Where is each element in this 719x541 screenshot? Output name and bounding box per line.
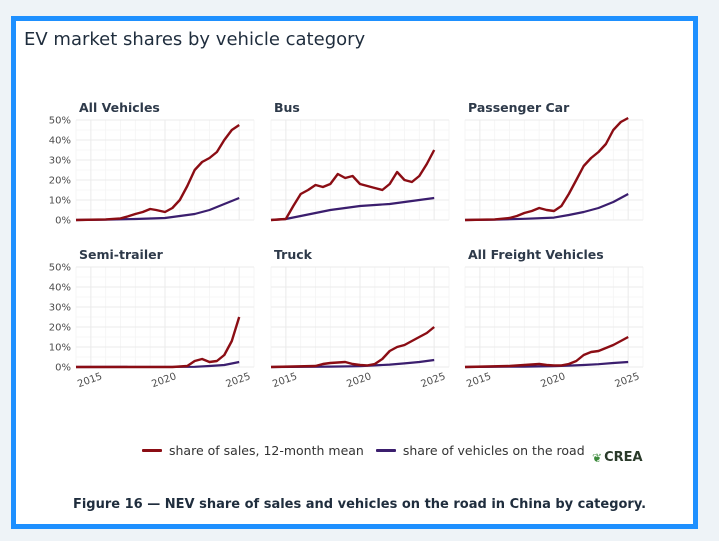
legend-item-sales: share of sales, 12-month mean xyxy=(142,443,364,458)
logo-text: CREA xyxy=(604,450,643,465)
x-tick-label: 2015 xyxy=(271,371,299,390)
legend-label-sales: share of sales, 12-month mean xyxy=(169,442,364,458)
y-tick-label: 20% xyxy=(49,176,71,187)
series-line-sales xyxy=(270,149,436,222)
legend-swatch-sales xyxy=(142,448,162,452)
y-tick-label: 40% xyxy=(49,136,71,147)
facet-panel: 2015 2020 2025 Truck xyxy=(270,247,450,390)
x-tick-label: 2025 xyxy=(419,371,447,390)
legend-swatch-road xyxy=(375,448,396,452)
series-line-road xyxy=(270,196,435,222)
y-tick-label: 10% xyxy=(49,343,71,354)
panel-title: Bus xyxy=(274,100,300,115)
y-tick-label: 0% xyxy=(55,216,71,227)
series-line-sales xyxy=(76,316,241,369)
series-line-sales xyxy=(75,124,240,222)
leaf-icon: ❦ xyxy=(592,450,603,465)
x-tick-label: 2020 xyxy=(539,371,567,390)
facet-panel: Passenger Car xyxy=(464,100,644,222)
y-tick-label: 50% xyxy=(49,263,71,274)
crea-logo: ❦ CREA xyxy=(592,450,643,465)
facet-panel: Bus xyxy=(270,100,450,222)
y-tick-label: 40% xyxy=(49,283,71,294)
panel-title: Semi-trailer xyxy=(79,247,164,262)
series-line-sales xyxy=(270,326,435,369)
y-tick-label: 0% xyxy=(55,363,71,374)
series-line-sales xyxy=(464,335,629,369)
panel-title: All Freight Vehicles xyxy=(468,247,604,262)
x-tick-label: 2020 xyxy=(345,371,373,390)
x-tick-label: 2015 xyxy=(465,371,493,390)
y-tick-label: 30% xyxy=(49,303,71,314)
series-line-road xyxy=(270,358,435,369)
y-tick-label: 50% xyxy=(49,116,71,127)
facet-panel: 0% 10% 20% 30% 40% 50% 2015 2020 2025 Semi-traile… xyxy=(49,247,255,390)
facet-panel: 0% 10% 20% 30% 40% 50% All Vehicles xyxy=(49,100,255,227)
y-tick-label: 30% xyxy=(49,156,71,167)
series-line-road xyxy=(464,360,629,369)
x-tick-label: 2015 xyxy=(76,371,104,390)
page-title: EV market shares by vehicle category xyxy=(24,29,366,50)
panel-title: Passenger Car xyxy=(468,100,570,115)
chart-legend: share of sales, 12-month mean share of v… xyxy=(142,440,589,460)
x-tick-label: 2025 xyxy=(613,371,641,390)
panel-title: Truck xyxy=(274,247,313,262)
panel-title: All Vehicles xyxy=(79,100,160,115)
x-tick-label: 2025 xyxy=(224,371,252,390)
legend-label-road: share of vehicles on the road xyxy=(402,442,585,458)
legend-item-road: share of vehicles on the road xyxy=(375,442,585,458)
y-tick-label: 10% xyxy=(49,196,71,207)
series-line-sales xyxy=(464,116,629,222)
x-tick-label: 2020 xyxy=(150,371,178,390)
y-tick-label: 20% xyxy=(49,323,71,334)
facet-panel: 2015 2020 2025 All Freight Vehicles xyxy=(464,247,644,390)
figure-caption: Figure 16 — NEV share of sales and vehic… xyxy=(72,497,647,512)
